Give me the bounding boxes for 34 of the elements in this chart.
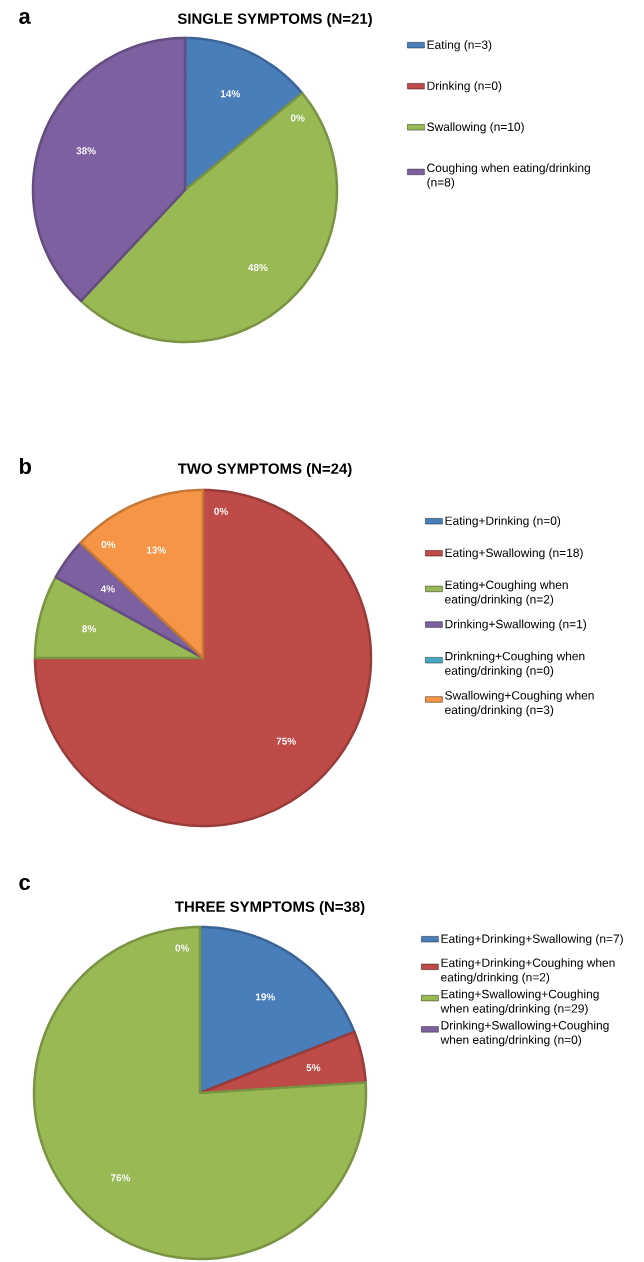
legend-label: Drinking (n=0) [427, 81, 502, 93]
data-label: 19% [255, 993, 276, 1001]
text: 0% [214, 507, 228, 515]
legend-label: Swallowing (n=10) [427, 122, 524, 134]
legend-label: Eating+Swallowing+Coughing when eating/drinking (n=29) [440, 989, 599, 1016]
data-label: 8% [82, 625, 97, 633]
text: c [19, 877, 31, 890]
legend-label: Drinking+Swallowing (n=1) [445, 619, 587, 631]
chart-title: SINGLE SYMPTOMS (N=21) [177, 13, 372, 27]
legend-label: Coughing when eating/drinking (n=8) [427, 163, 590, 189]
data-label: 14% [220, 90, 240, 98]
text: 0% [175, 944, 190, 952]
text: 0% [101, 540, 116, 548]
text: a [19, 11, 31, 24]
data-label: 4% [100, 585, 115, 593]
legend-label: Drinking+Swallowing+Coughing when eating/drinking (n=0) [440, 1020, 609, 1047]
data-label: 76% [110, 1174, 131, 1182]
legend-label: Eating+Swallowing (n=18) [445, 548, 583, 560]
data-label: 75% [276, 737, 296, 745]
data-label: 38% [76, 147, 96, 155]
legend-label: Eating+Drinking (n=0) [445, 516, 561, 528]
legend-label: Eating (n=3) [427, 40, 492, 52]
chart-title: THREE SYMPTOMS (N=38) [175, 901, 365, 915]
legend-label: Eating+Drinking+Coughing when eating/drinking (n=2) [441, 958, 615, 984]
legend-label: Drinkning+Coughing when eating/drinking (n=0) [445, 651, 585, 678]
data-label: 5% [306, 1064, 321, 1072]
text: 0% [290, 114, 305, 122]
legend-label: Eating+Coughing when eating/drinking (n=2) [445, 580, 568, 606]
data-label: 48% [248, 264, 268, 272]
legend-label: Eating+Drinking+Swallowing (n=7) [441, 934, 623, 946]
legend-label: Swallowing+Coughing when eating/drinking (n=3) [445, 690, 594, 717]
chart-title: TWO SYMPTOMS (N=24) [177, 463, 352, 477]
data-label: 13% [146, 546, 166, 554]
text: b [19, 457, 31, 475]
